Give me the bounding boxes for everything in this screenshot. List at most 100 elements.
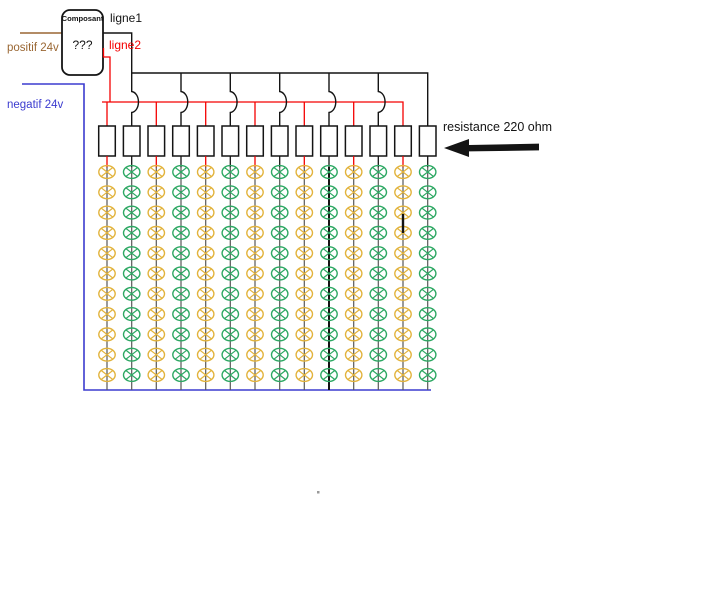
crossed-ellipse-lamp-icon: [270, 246, 289, 261]
crossed-ellipse-lamp-icon: [98, 307, 116, 322]
crossed-ellipse-lamp-icon: [418, 286, 437, 301]
crossed-ellipse-lamp-icon: [418, 185, 437, 200]
crossed-ellipse-lamp-icon: [98, 367, 116, 383]
resistor-note: resistance 220 ohm: [443, 120, 552, 134]
crossed-ellipse-lamp-icon: [369, 327, 388, 342]
crossed-ellipse-lamp-icon: [369, 225, 388, 241]
crossed-ellipse-lamp-icon: [344, 347, 363, 362]
crossed-ellipse-lamp-icon: [172, 225, 190, 241]
crossed-ellipse-lamp-icon: [394, 246, 412, 261]
component-value: ???: [72, 38, 92, 52]
negative-supply-wire: [22, 83, 431, 391]
crossed-ellipse-lamp-icon: [394, 367, 412, 383]
crossed-ellipse-lamp-icon: [246, 185, 264, 200]
black-feed-drop-with-hop: [131, 73, 140, 126]
resistor-box-icon: [245, 125, 265, 157]
crossed-ellipse-lamp-icon: [344, 205, 363, 220]
crossed-ellipse-lamp-icon: [394, 164, 412, 180]
crossed-ellipse-lamp-icon: [122, 185, 141, 200]
crossed-ellipse-lamp-icon: [147, 266, 166, 281]
crossed-ellipse-lamp-icon: [172, 327, 190, 342]
stray-dot: [317, 491, 320, 494]
crossed-ellipse-lamp-icon: [246, 164, 264, 180]
crossed-ellipse-lamp-icon: [369, 367, 388, 383]
crossed-ellipse-lamp-icon: [295, 286, 314, 301]
lamp-columns: [97, 73, 437, 390]
crossed-ellipse-lamp-icon: [418, 164, 437, 180]
crossed-ellipse-lamp-icon: [344, 307, 363, 322]
crossed-ellipse-lamp-icon: [320, 327, 338, 342]
resistor-box-icon: [295, 125, 314, 157]
crossed-ellipse-lamp-icon: [320, 225, 338, 241]
resistor-box-icon: [344, 125, 363, 157]
crossed-ellipse-lamp-icon: [122, 347, 141, 362]
crossed-ellipse-lamp-icon: [196, 347, 215, 362]
crossed-ellipse-lamp-icon: [221, 246, 240, 261]
crossed-ellipse-lamp-icon: [320, 307, 338, 322]
black-feed-drop-with-hop: [229, 73, 238, 126]
crossed-ellipse-lamp-icon: [196, 327, 215, 342]
crossed-ellipse-lamp-icon: [369, 286, 388, 301]
crossed-ellipse-lamp-icon: [270, 347, 289, 362]
crossed-ellipse-lamp-icon: [172, 185, 190, 200]
crossed-ellipse-lamp-icon: [122, 225, 141, 241]
crossed-ellipse-lamp-icon: [221, 225, 240, 241]
crossed-ellipse-lamp-icon: [172, 367, 190, 383]
line2-feed-wire: [102, 48, 111, 102]
resistor-box-icon: [393, 125, 413, 157]
crossed-ellipse-lamp-icon: [394, 347, 412, 362]
crossed-ellipse-lamp-icon: [344, 286, 363, 301]
crossed-ellipse-lamp-icon: [418, 327, 437, 342]
crossed-ellipse-lamp-icon: [320, 286, 338, 301]
crossed-ellipse-lamp-icon: [320, 266, 338, 281]
crossed-ellipse-lamp-icon: [98, 246, 116, 261]
crossed-ellipse-lamp-icon: [369, 266, 388, 281]
resistor-box-icon: [319, 125, 339, 157]
crossed-ellipse-lamp-icon: [98, 286, 116, 301]
crossed-ellipse-lamp-icon: [221, 307, 240, 322]
crossed-ellipse-lamp-icon: [172, 205, 190, 220]
crossed-ellipse-lamp-icon: [122, 286, 141, 301]
crossed-ellipse-lamp-icon: [418, 347, 437, 362]
resistor-box-icon: [270, 125, 289, 157]
crossed-ellipse-lamp-icon: [122, 246, 141, 261]
crossed-ellipse-lamp-icon: [147, 246, 166, 261]
crossed-ellipse-lamp-icon: [369, 185, 388, 200]
crossed-ellipse-lamp-icon: [122, 367, 141, 383]
crossed-ellipse-lamp-icon: [196, 225, 215, 241]
resistor-box-icon: [171, 125, 191, 157]
crossed-ellipse-lamp-icon: [270, 367, 289, 383]
crossed-ellipse-lamp-icon: [369, 307, 388, 322]
crossed-ellipse-lamp-icon: [344, 367, 363, 383]
crossed-ellipse-lamp-icon: [147, 327, 166, 342]
crossed-ellipse-lamp-icon: [221, 185, 240, 200]
positive-label: positif 24v: [7, 42, 59, 54]
component-title: Composant: [62, 14, 104, 23]
crossed-ellipse-lamp-icon: [270, 266, 289, 281]
crossed-ellipse-lamp-icon: [295, 225, 314, 241]
crossed-ellipse-lamp-icon: [394, 307, 412, 322]
crossed-ellipse-lamp-icon: [172, 307, 190, 322]
crossed-ellipse-lamp-icon: [246, 286, 264, 301]
crossed-ellipse-lamp-icon: [122, 266, 141, 281]
black-feed-drop-with-hop: [279, 73, 288, 126]
crossed-ellipse-lamp-icon: [172, 266, 190, 281]
crossed-ellipse-lamp-icon: [147, 225, 166, 241]
crossed-ellipse-lamp-icon: [270, 205, 289, 220]
crossed-ellipse-lamp-icon: [344, 266, 363, 281]
crossed-ellipse-lamp-icon: [295, 327, 314, 342]
crossed-ellipse-lamp-icon: [122, 307, 141, 322]
crossed-ellipse-lamp-icon: [196, 185, 215, 200]
crossed-ellipse-lamp-icon: [344, 225, 363, 241]
crossed-ellipse-lamp-icon: [147, 205, 166, 220]
crossed-ellipse-lamp-icon: [295, 266, 314, 281]
crossed-ellipse-lamp-icon: [147, 185, 166, 200]
resistor-box-icon: [196, 125, 215, 157]
crossed-ellipse-lamp-icon: [98, 164, 116, 180]
left-arrow-icon: [444, 139, 539, 157]
crossed-ellipse-lamp-icon: [320, 205, 338, 220]
crossed-ellipse-lamp-icon: [418, 307, 437, 322]
crossed-ellipse-lamp-icon: [196, 164, 215, 180]
crossed-ellipse-lamp-icon: [246, 307, 264, 322]
